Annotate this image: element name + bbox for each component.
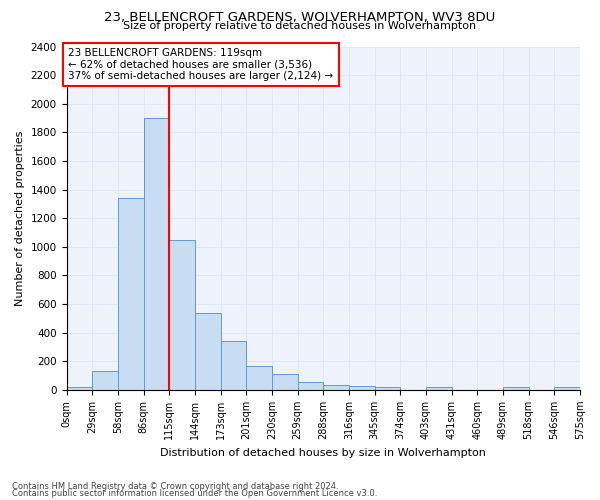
Text: Size of property relative to detached houses in Wolverhampton: Size of property relative to detached ho… <box>124 21 476 31</box>
Bar <box>67 387 92 390</box>
Text: 23, BELLENCROFT GARDENS, WOLVERHAMPTON, WV3 8DU: 23, BELLENCROFT GARDENS, WOLVERHAMPTON, … <box>104 11 496 24</box>
Y-axis label: Number of detached properties: Number of detached properties <box>15 130 25 306</box>
Bar <box>349 386 374 390</box>
Bar <box>374 387 400 390</box>
Bar <box>92 372 118 390</box>
Bar <box>426 387 452 390</box>
Bar <box>554 387 580 390</box>
Text: Contains HM Land Registry data © Crown copyright and database right 2024.: Contains HM Land Registry data © Crown c… <box>12 482 338 491</box>
Text: Contains public sector information licensed under the Open Government Licence v3: Contains public sector information licen… <box>12 489 377 498</box>
Bar <box>246 366 272 390</box>
Bar <box>169 240 195 390</box>
Bar <box>221 342 246 390</box>
Bar <box>298 382 323 390</box>
Bar <box>323 385 349 390</box>
Bar <box>272 374 298 390</box>
Bar <box>118 198 143 390</box>
Bar <box>143 118 169 390</box>
Text: 23 BELLENCROFT GARDENS: 119sqm
← 62% of detached houses are smaller (3,536)
37% : 23 BELLENCROFT GARDENS: 119sqm ← 62% of … <box>68 48 334 81</box>
Bar <box>503 387 529 390</box>
X-axis label: Distribution of detached houses by size in Wolverhampton: Distribution of detached houses by size … <box>160 448 486 458</box>
Bar <box>195 312 221 390</box>
